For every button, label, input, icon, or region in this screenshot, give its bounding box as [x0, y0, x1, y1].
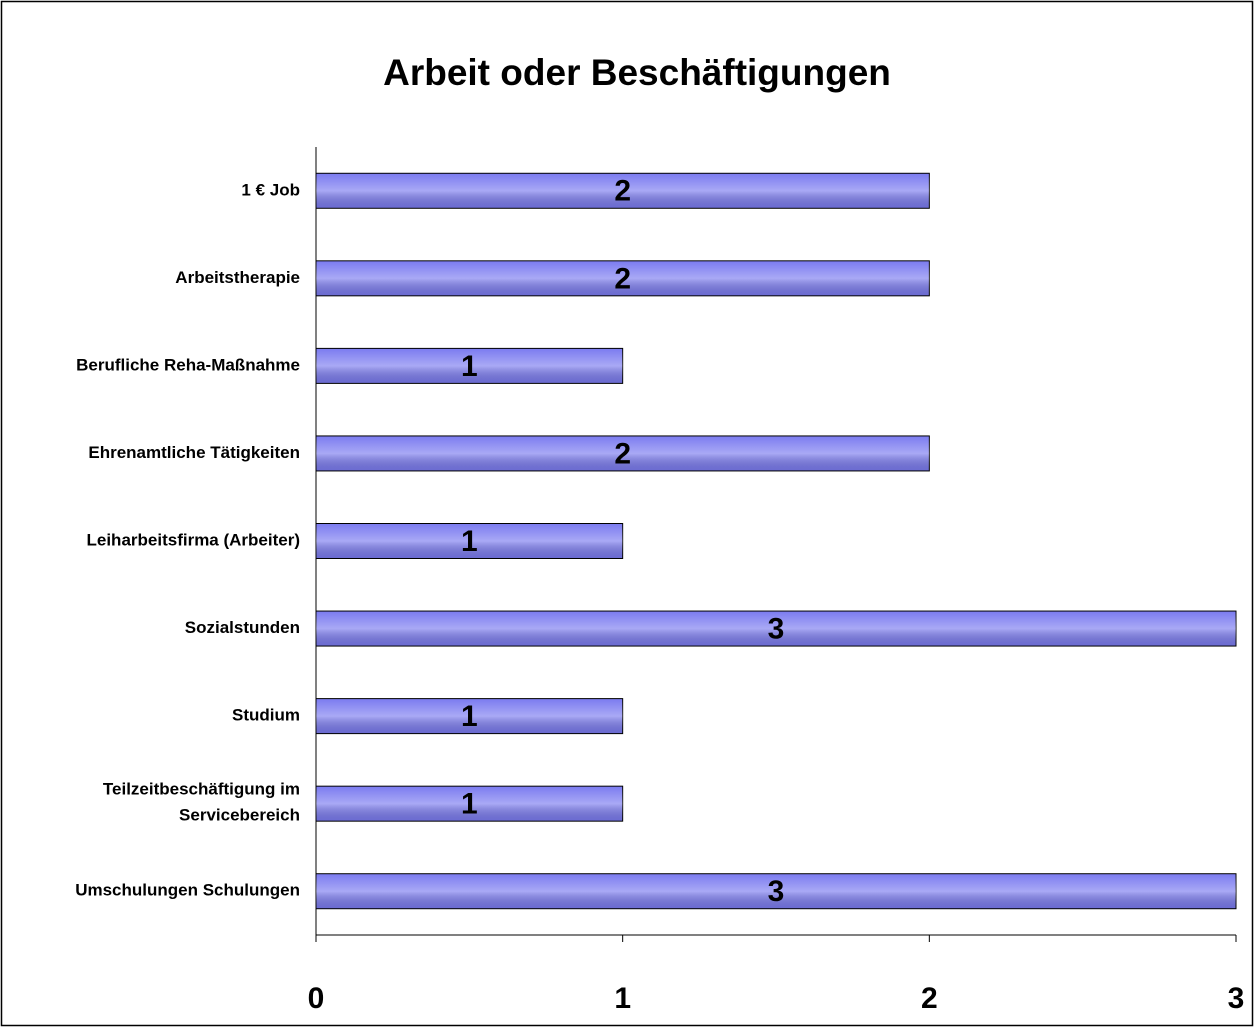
- x-tick-label: 3: [1228, 982, 1245, 1015]
- data-label: 2: [614, 262, 631, 295]
- y-tick-label: 1 € Job: [241, 180, 300, 199]
- x-tick-label: 1: [614, 982, 631, 1015]
- y-tick-label: Umschulungen Schulungen: [75, 881, 300, 900]
- data-label: 1: [461, 700, 478, 733]
- y-tick-label: Leiharbeitsfirma (Arbeiter): [87, 530, 301, 549]
- y-tick-label: Teilzeitbeschäftigung im Servicebereich: [103, 780, 300, 825]
- data-label: 2: [614, 437, 631, 470]
- data-label: 1: [461, 788, 478, 821]
- x-tick-label: 0: [308, 982, 325, 1015]
- y-tick-label: Sozialstunden: [185, 618, 300, 637]
- y-tick-label: Arbeitstherapie: [175, 268, 300, 287]
- x-tick-label: 2: [921, 982, 938, 1015]
- data-label: 2: [614, 175, 631, 208]
- data-label: 1: [461, 525, 478, 558]
- data-label: 1: [461, 350, 478, 383]
- chart-title: Arbeit oder Beschäftigungen: [383, 52, 891, 93]
- data-label: 3: [768, 875, 785, 908]
- y-tick-label: Studium: [232, 706, 300, 725]
- y-tick-label: Ehrenamtliche Tätigkeiten: [88, 443, 300, 462]
- data-label: 3: [768, 612, 785, 645]
- y-tick-label: Berufliche Reha-Maßnahme: [76, 355, 300, 374]
